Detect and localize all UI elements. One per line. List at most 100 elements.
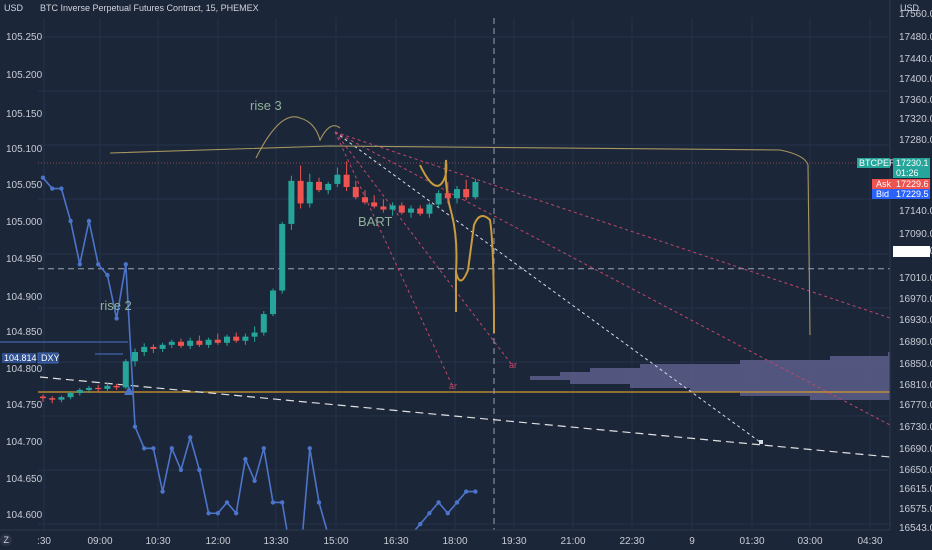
time-tick-label: 04:30 [857, 536, 882, 547]
candle-body [389, 205, 396, 210]
ask-label: Ask [876, 179, 892, 189]
dxy-point [123, 262, 128, 267]
candle-body [104, 385, 111, 389]
volume-profile-row [740, 360, 890, 364]
dxy-point [59, 186, 64, 191]
annotation-label: rise 3 [250, 98, 282, 113]
candle-body [279, 223, 286, 291]
corner-settings-icon[interactable] [0, 534, 12, 546]
time-tick-label: 01:30 [739, 536, 764, 547]
right-tick-label: 16930.0 [899, 315, 932, 326]
trendline-pink-2 [334, 131, 891, 426]
volume-profile-row [560, 372, 890, 376]
right-tick-label: 17090.0 [899, 229, 932, 240]
left-tick-label: 104.750 [6, 400, 43, 411]
candle-body [334, 174, 341, 184]
time-tick-label: 13:30 [263, 536, 288, 547]
candle-body [178, 341, 184, 346]
dxy-point [418, 521, 423, 527]
dxy-point [261, 446, 266, 451]
right-tick-label: 16770.0 [899, 400, 932, 411]
dxy-point [316, 500, 322, 505]
ask-value-bg [893, 179, 930, 189]
dxy-point [206, 511, 211, 516]
dxy-point [142, 446, 147, 451]
left-tick-label: 104.850 [6, 327, 43, 338]
candle-body [168, 341, 175, 345]
right-tick-label: 16615.0 [899, 484, 932, 495]
dxy-point [197, 467, 202, 473]
candle-body [122, 361, 129, 388]
right-tick-label: 17280.0 [899, 135, 932, 146]
volume-profile-row [630, 384, 890, 388]
volume-profile-row [640, 364, 890, 368]
candle-body [113, 385, 120, 388]
candle-body [251, 332, 258, 337]
volume-profile-row [740, 392, 890, 396]
candle-body [224, 336, 230, 343]
candle-body [270, 290, 276, 315]
candle-body [408, 208, 414, 213]
volume-profile-row [810, 396, 890, 400]
dxy-value-badge: 104.814 [4, 353, 37, 363]
dxy-point [68, 218, 73, 224]
symbol-badge: BTCPERP [859, 158, 902, 168]
dxy-point [473, 489, 478, 494]
right-tick-label: 16970.0 [899, 294, 932, 305]
price-badge: 17230.1 [896, 158, 929, 168]
dxy-point [224, 500, 230, 505]
candle-body [187, 340, 194, 346]
right-tick-label: 17140.0 [899, 206, 932, 217]
candle-body [67, 393, 74, 398]
time-tick-label: 18:00 [442, 536, 467, 547]
candle-body [40, 396, 46, 399]
gray-level-badge: 17060.6 [896, 247, 929, 257]
candle-body [380, 206, 387, 210]
right-tick-label: 16543.0 [899, 523, 932, 534]
left-tick-label: 104.800 [6, 364, 43, 375]
dxy-point [77, 262, 83, 267]
dxy-point [252, 478, 257, 483]
btc-candles[interactable] [40, 161, 479, 404]
right-axis-unit: USD [900, 3, 920, 13]
candle-body [398, 205, 405, 213]
dxy-symbol-badge-bg [37, 352, 59, 364]
candle-body [233, 336, 240, 341]
blue-triangle-marker [124, 386, 134, 395]
right-tick-label: 16850.0 [899, 359, 932, 370]
candle-body [297, 180, 304, 204]
left-tick-label: 105.100 [6, 144, 43, 155]
left-tick-label: 104.900 [6, 292, 43, 303]
candle-body [150, 346, 157, 349]
dxy-point [436, 500, 441, 505]
volume-profile-row [590, 368, 890, 372]
right-tick-label: 16690.0 [899, 444, 932, 455]
dxy-point [234, 511, 239, 516]
corner-icon-label: Z [4, 535, 10, 545]
trendline-pink-1 [334, 131, 891, 319]
ask-label-bg [872, 179, 893, 189]
dxy-point [464, 489, 469, 494]
volume-profile-row [530, 376, 890, 380]
candle-body [316, 181, 322, 191]
dxy-point [307, 446, 312, 451]
candle-body [417, 208, 424, 214]
dxy-point [86, 218, 92, 224]
time-tick-label: :30 [37, 536, 51, 547]
dxy-line-series[interactable] [40, 175, 478, 550]
candle-body [214, 339, 221, 343]
marker-ar-2: ar [449, 381, 457, 391]
candle-body [343, 174, 350, 187]
time-tick-label: 9 [689, 536, 695, 547]
dxy-point [160, 489, 165, 494]
left-tick-label: 105.050 [6, 180, 43, 191]
left-tick-label: 105.250 [6, 32, 43, 43]
volume-profile-row [888, 352, 890, 356]
right-tick-label: 17360.0 [899, 95, 932, 106]
dxy-point [243, 456, 248, 462]
arc-projection-line [109, 145, 811, 336]
trendline-pink-4 [334, 131, 453, 386]
dxy-point [96, 262, 101, 267]
symbol-badge-bg [857, 158, 890, 168]
